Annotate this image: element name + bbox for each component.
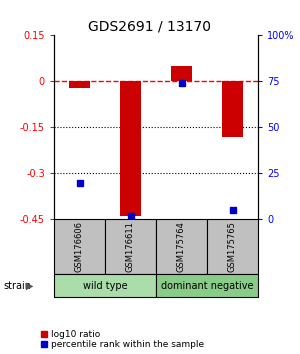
Text: ▶: ▶ (26, 281, 34, 291)
Text: wild type: wild type (83, 281, 127, 291)
Bar (69, 81, 90, 87)
Text: strain: strain (3, 281, 31, 291)
Text: GDS2691 / 13170: GDS2691 / 13170 (88, 19, 212, 34)
Bar (171, 66, 192, 81)
Text: GSM175765: GSM175765 (228, 222, 237, 272)
Text: GSM176606: GSM176606 (75, 221, 84, 273)
Text: dominant negative: dominant negative (161, 281, 253, 291)
Legend: log10 ratio, percentile rank within the sample: log10 ratio, percentile rank within the … (40, 330, 205, 349)
Bar (222, 81, 243, 137)
Text: GSM176611: GSM176611 (126, 222, 135, 272)
Text: GSM175764: GSM175764 (177, 222, 186, 272)
Bar (120, 81, 141, 216)
